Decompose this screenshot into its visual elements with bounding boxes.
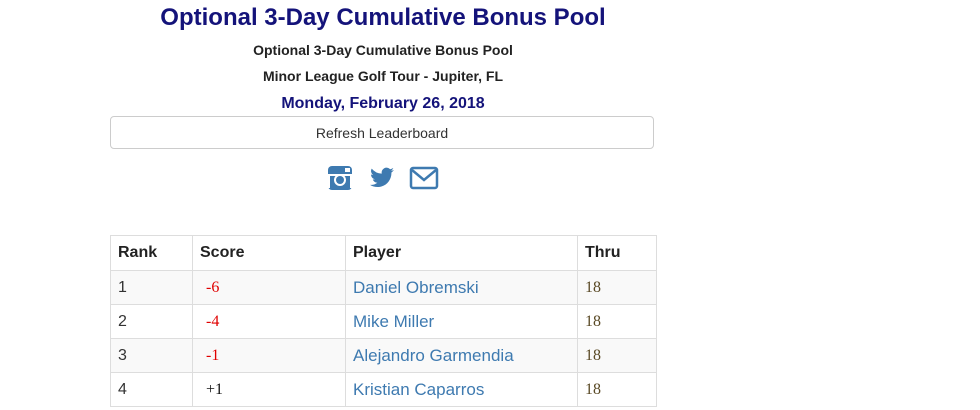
player-cell: Daniel Obremski	[345, 270, 578, 305]
player-cell: Alejandro Garmendia	[345, 338, 578, 373]
table-row: 3 -1 Alejandro Garmendia 18	[110, 338, 657, 373]
player-link[interactable]: Kristian Caparros	[353, 379, 485, 399]
score-cell: -4	[192, 304, 346, 339]
page-subtitle: Optional 3-Day Cumulative Bonus Pool	[253, 42, 513, 58]
rank-cell: 1	[110, 270, 193, 305]
instagram-link[interactable]	[327, 165, 355, 193]
refresh-leaderboard-button[interactable]: Refresh Leaderboard	[110, 116, 654, 149]
tour-location: Minor League Golf Tour - Jupiter, FL	[262, 68, 504, 84]
event-date: Monday, February 26, 2018	[281, 95, 485, 112]
leaderboard-table: Rank Score Player Thru 1 -6 Daniel Obrem…	[110, 235, 657, 407]
score-cell: -1	[192, 338, 346, 373]
player-link[interactable]: Daniel Obremski	[353, 277, 479, 297]
thru-cell: 18	[577, 304, 657, 339]
instagram-icon	[328, 166, 352, 190]
thru-cell: 18	[577, 372, 657, 407]
column-header-thru[interactable]: Thru	[577, 235, 657, 271]
table-row: 2 -4 Mike Miller 18	[110, 304, 657, 339]
email-icon	[409, 166, 439, 190]
column-header-rank[interactable]: Rank	[110, 235, 193, 271]
player-link[interactable]: Alejandro Garmendia	[353, 345, 514, 365]
player-cell: Kristian Caparros	[345, 372, 578, 407]
table-header-row: Rank Score Player Thru	[110, 235, 657, 271]
player-cell: Mike Miller	[345, 304, 578, 339]
rank-cell: 4	[110, 372, 193, 407]
rank-cell: 2	[110, 304, 193, 339]
thru-cell: 18	[577, 338, 657, 373]
thru-cell: 18	[577, 270, 657, 305]
email-link[interactable]	[409, 165, 439, 193]
rank-cell: 3	[110, 338, 193, 373]
column-header-player[interactable]: Player	[345, 235, 578, 271]
table-row: 4 +1 Kristian Caparros 18	[110, 372, 657, 407]
twitter-icon	[370, 167, 394, 187]
score-cell: +1	[192, 372, 346, 407]
player-link[interactable]: Mike Miller	[353, 311, 435, 331]
twitter-link[interactable]	[368, 165, 396, 193]
page-title: Optional 3-Day Cumulative Bonus Pool	[160, 4, 606, 31]
column-header-score[interactable]: Score	[192, 235, 346, 271]
score-cell: -6	[192, 270, 346, 305]
table-row: 1 -6 Daniel Obremski 18	[110, 270, 657, 305]
social-links	[327, 165, 439, 193]
